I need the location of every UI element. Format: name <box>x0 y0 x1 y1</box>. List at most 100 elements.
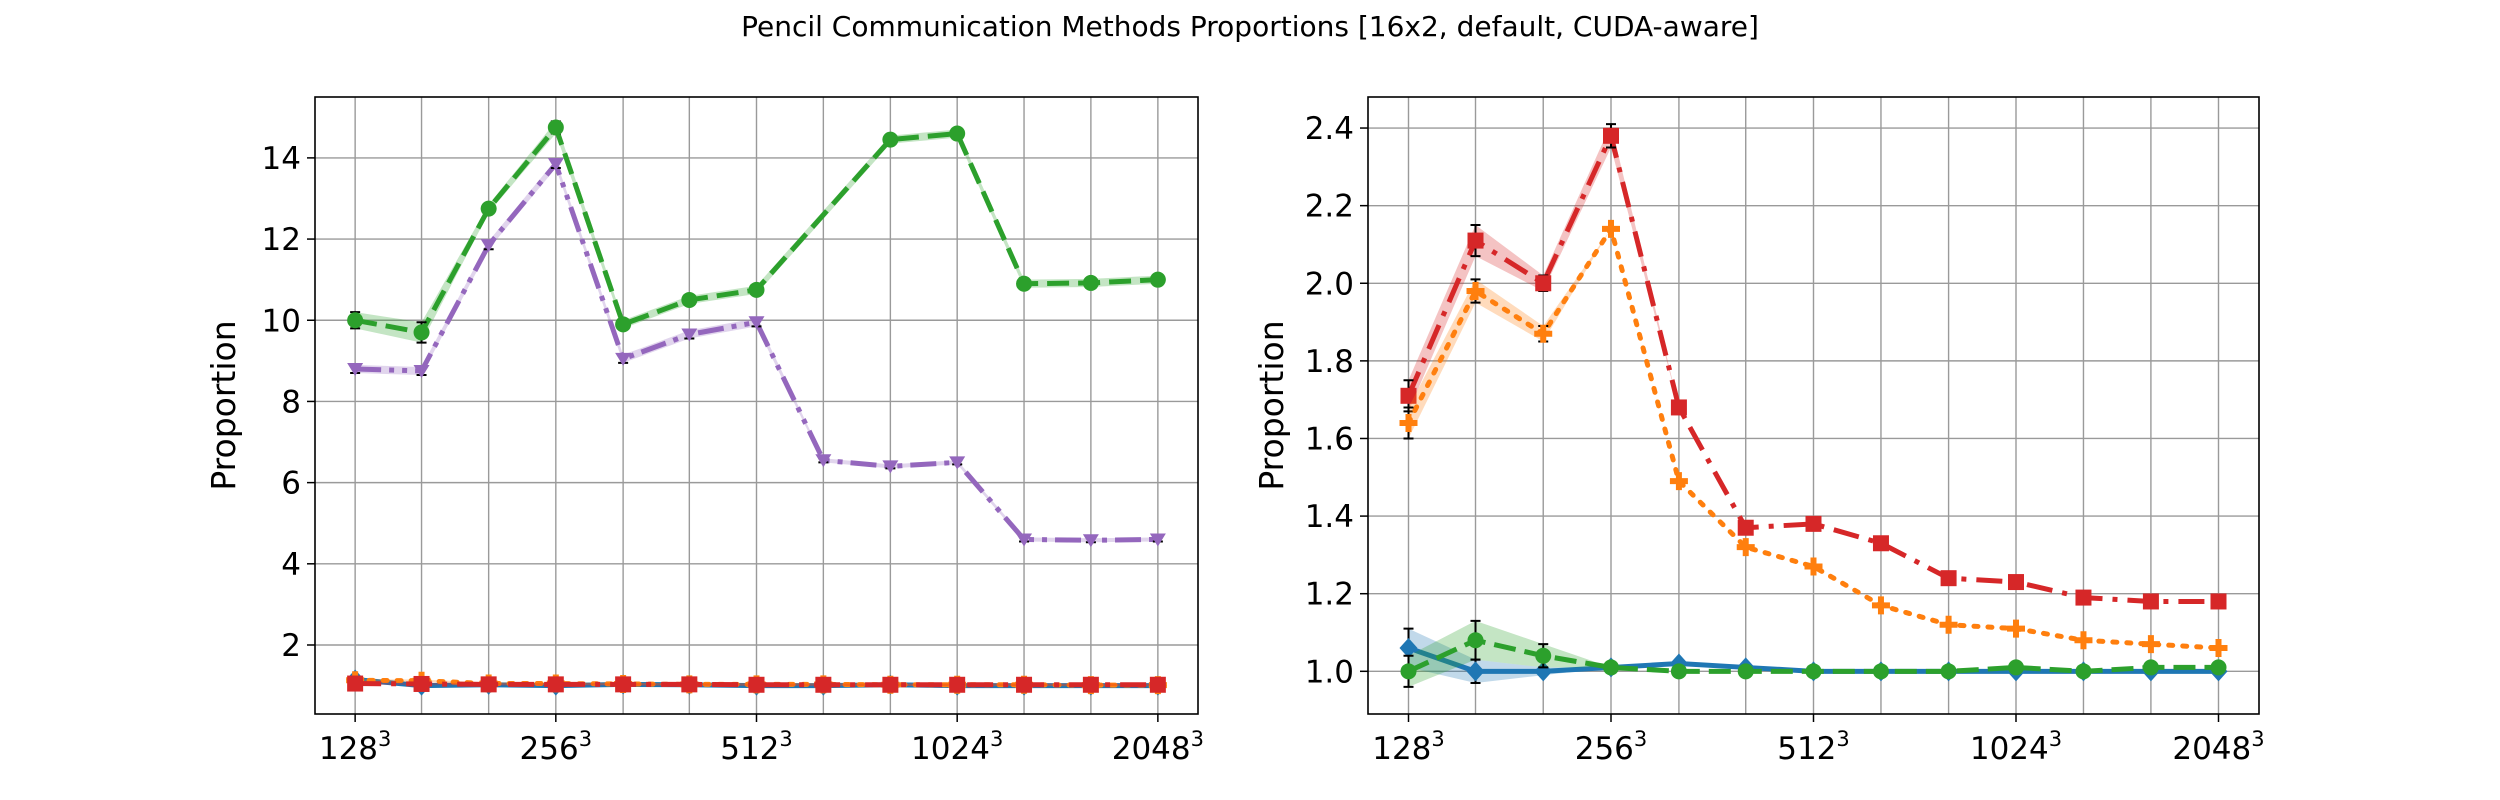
data-point-marker <box>547 157 564 171</box>
data-point-marker <box>1149 676 1166 693</box>
x-tick-label: 5123 <box>1777 727 1850 767</box>
data-point-marker <box>1872 663 1889 680</box>
data-point-marker <box>949 456 966 470</box>
data-point-marker <box>1535 647 1552 664</box>
data-point-marker <box>547 119 564 136</box>
data-point-marker <box>347 675 364 692</box>
y-tick-label: 1.0 <box>1305 654 1354 690</box>
data-point-marker <box>1082 274 1099 291</box>
data-point-marker <box>815 676 832 693</box>
data-point-marker <box>2074 631 2093 650</box>
data-point-marker <box>2210 593 2227 610</box>
data-point-marker <box>413 675 430 692</box>
data-point-marker <box>882 131 899 148</box>
data-point-marker <box>1940 570 1957 587</box>
data-point-marker <box>1149 533 1166 547</box>
data-point-marker <box>1082 534 1099 548</box>
data-point-marker <box>1400 663 1417 680</box>
data-point-marker <box>2141 635 2160 654</box>
x-tick-label: 1283 <box>1372 727 1445 767</box>
data-point-marker <box>2075 663 2092 680</box>
series-group <box>347 675 1166 693</box>
data-point-marker <box>2008 659 2024 676</box>
series-group <box>1399 219 2228 658</box>
data-point-marker <box>615 316 632 333</box>
data-point-marker <box>949 125 966 142</box>
data-point-marker <box>2210 659 2227 676</box>
data-point-marker <box>1939 615 1958 634</box>
y-tick-label: 1.8 <box>1305 344 1354 380</box>
plot-frame <box>1367 96 2260 715</box>
y-tick-label: 2.4 <box>1305 111 1354 147</box>
data-point-marker <box>413 364 430 378</box>
data-point-marker <box>1399 413 1418 432</box>
series-group <box>347 119 1166 344</box>
y-tick-label: 1.6 <box>1305 421 1354 457</box>
data-point-marker <box>480 239 497 253</box>
data-point-marker <box>1016 533 1033 547</box>
data-point-marker <box>748 316 765 330</box>
left-chart-panel: 2 4 6 8 10 12 14 1283 2563 5123 10243 20483 Proporti… <box>204 96 1204 767</box>
error-band <box>1408 620 2219 687</box>
data-point-marker <box>1467 632 1484 649</box>
x-tick-label: 5123 <box>720 727 793 767</box>
data-point-marker <box>681 676 698 693</box>
series-group <box>1400 619 2227 688</box>
error-band <box>1408 628 2219 683</box>
data-point-marker <box>615 676 632 693</box>
data-point-marker <box>1400 387 1417 404</box>
data-point-marker <box>1534 661 1553 682</box>
y-tick-label: 12 <box>262 222 301 258</box>
y-tick-label: 6 <box>281 466 301 502</box>
y-tick-label: 14 <box>262 141 301 177</box>
y-tick-label: 2.0 <box>1305 266 1354 302</box>
data-point-marker <box>347 312 364 329</box>
data-point-marker <box>2075 589 2092 606</box>
data-point-marker <box>882 460 899 474</box>
data-point-marker <box>615 352 632 366</box>
data-point-marker <box>413 324 430 341</box>
x-tick-label: 20483 <box>1112 727 1204 767</box>
data-point-marker <box>480 200 497 217</box>
data-point-marker <box>1149 271 1166 288</box>
data-point-marker <box>1736 538 1755 557</box>
y-tick-label: 1.4 <box>1305 499 1354 535</box>
y-tick-label: 10 <box>262 303 301 339</box>
x-tick-label: 1283 <box>319 727 392 767</box>
data-point-marker <box>1534 324 1553 343</box>
y-tick-label: 8 <box>281 384 301 420</box>
data-point-marker <box>1872 535 1889 552</box>
data-point-marker <box>1737 663 1754 680</box>
y-tick-label: 2.2 <box>1305 189 1354 225</box>
data-point-marker <box>1804 557 1823 576</box>
data-point-marker <box>547 676 564 693</box>
x-tick-label: 2563 <box>520 727 593 767</box>
data-point-marker <box>681 291 698 308</box>
data-point-marker <box>1871 596 1890 615</box>
data-point-marker <box>1466 661 1485 682</box>
x-tick-label: 10243 <box>1970 727 2062 767</box>
data-point-marker <box>1805 663 1822 680</box>
data-point-marker <box>815 454 832 468</box>
data-point-marker <box>1535 275 1552 292</box>
data-point-marker <box>1603 659 1619 676</box>
data-point-marker <box>1670 399 1687 416</box>
data-point-marker <box>2008 574 2024 591</box>
y-tick-label: 2 <box>281 628 301 664</box>
y-axis-label: Proportion <box>1252 320 1291 490</box>
y-tick-label: 4 <box>281 547 301 583</box>
series-line <box>354 122 1158 336</box>
data-point-marker <box>1016 676 1033 693</box>
data-point-marker <box>1016 275 1033 292</box>
right-chart-panel: 1.0 1.2 1.4 1.6 1.8 2.0 2.2 2.4 1283 2563 5123 1024… <box>1252 96 2265 767</box>
figure-title: Pencil Communication Methods Proportions… <box>741 10 1759 43</box>
data-point-marker <box>748 676 765 693</box>
data-point-marker <box>2142 593 2159 610</box>
x-tick-label: 2563 <box>1575 727 1648 767</box>
series-group <box>1400 123 2227 610</box>
x-tick-label: 10243 <box>911 727 1003 767</box>
data-point-marker <box>2007 619 2025 638</box>
data-point-marker <box>882 676 899 693</box>
data-point-marker <box>347 362 364 376</box>
